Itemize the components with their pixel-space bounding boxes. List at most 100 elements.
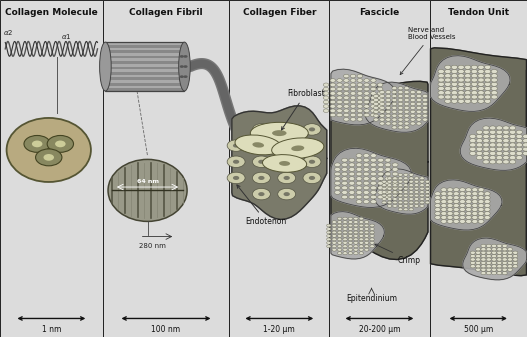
Circle shape [363,177,369,181]
Circle shape [341,172,348,176]
Circle shape [483,134,489,139]
Circle shape [497,254,502,258]
Bar [105,58,184,61]
Circle shape [180,55,184,58]
Bar [105,61,184,64]
Circle shape [364,87,369,91]
Circle shape [447,216,453,219]
Circle shape [472,208,478,211]
Circle shape [516,130,522,134]
Circle shape [227,172,245,184]
Circle shape [284,176,290,180]
Circle shape [309,176,315,180]
Circle shape [344,79,349,82]
Circle shape [359,231,364,234]
Bar [0,0,103,337]
Circle shape [332,227,336,231]
Circle shape [377,100,383,104]
Circle shape [508,254,513,258]
Circle shape [364,113,369,117]
Circle shape [465,78,471,82]
Circle shape [502,251,507,254]
Circle shape [392,114,397,117]
Circle shape [332,224,336,227]
Circle shape [341,163,348,167]
Circle shape [453,204,459,208]
Circle shape [404,102,409,105]
Circle shape [365,235,369,237]
Circle shape [496,139,502,143]
Circle shape [393,201,397,204]
Circle shape [404,191,408,193]
Circle shape [425,187,430,190]
Circle shape [484,99,491,103]
Circle shape [484,192,490,195]
Circle shape [370,227,374,231]
Circle shape [465,82,471,86]
Circle shape [423,118,427,121]
Bar [105,42,184,91]
Circle shape [363,200,369,204]
Circle shape [398,201,403,204]
Circle shape [385,190,391,194]
Circle shape [398,91,403,94]
Circle shape [365,241,369,244]
Circle shape [466,196,472,200]
Circle shape [385,177,391,181]
Bar [105,67,184,69]
Circle shape [356,195,362,199]
Circle shape [309,160,315,164]
Circle shape [409,191,413,193]
Circle shape [43,154,54,161]
Ellipse shape [262,155,307,172]
Circle shape [471,82,477,86]
Circle shape [344,100,349,104]
Circle shape [386,114,391,117]
Circle shape [378,190,384,194]
Circle shape [350,83,356,87]
Circle shape [370,186,376,190]
Circle shape [435,192,441,195]
Circle shape [386,110,391,113]
Circle shape [335,177,340,181]
Circle shape [484,95,491,99]
Circle shape [425,201,430,204]
Circle shape [490,139,496,143]
Circle shape [425,180,430,183]
Circle shape [470,258,475,261]
Circle shape [393,194,397,197]
Circle shape [523,143,527,147]
Circle shape [445,82,451,86]
Circle shape [344,74,349,78]
Circle shape [503,143,509,147]
Circle shape [496,143,502,147]
Circle shape [410,110,415,113]
Circle shape [382,197,386,201]
Circle shape [466,188,472,192]
Circle shape [379,94,385,98]
Circle shape [410,91,415,94]
Circle shape [420,201,424,204]
Circle shape [496,126,502,130]
Circle shape [416,91,422,94]
Circle shape [435,208,441,211]
Circle shape [374,114,378,117]
Circle shape [484,65,491,69]
Circle shape [523,151,527,155]
Circle shape [393,205,397,207]
Bar [105,86,184,88]
Circle shape [398,122,403,125]
Circle shape [447,204,453,208]
Text: 280 nm: 280 nm [140,243,166,249]
Circle shape [337,87,343,91]
Circle shape [484,74,491,78]
Circle shape [460,196,465,200]
Circle shape [478,99,484,103]
Circle shape [379,114,385,117]
Circle shape [343,221,347,223]
Circle shape [303,156,321,167]
Circle shape [466,212,472,215]
Circle shape [510,130,516,134]
Circle shape [453,200,459,204]
Ellipse shape [235,135,281,155]
